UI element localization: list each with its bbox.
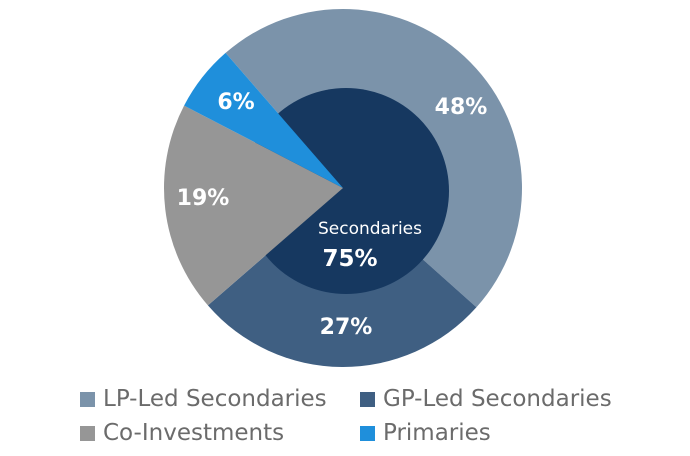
- legend-label: GP-Led Secondaries: [383, 386, 612, 412]
- legend-item-primaries: Primaries: [360, 420, 491, 446]
- legend-label: Co-Investments: [103, 420, 285, 446]
- data-label-0: 48%: [435, 95, 488, 120]
- pie-slice-2: [164, 105, 343, 306]
- legend-swatch: [80, 391, 95, 407]
- legend-item-lp: LP-Led Secondaries: [80, 386, 327, 412]
- pie-slice-3: [184, 52, 343, 189]
- legend-swatch: [360, 425, 375, 441]
- data-label-3: 6%: [217, 90, 254, 115]
- data-label-2: 19%: [177, 186, 230, 211]
- data-label-1: 27%: [320, 315, 373, 340]
- inner-label-name: Secondaries: [318, 219, 422, 239]
- legend-label: LP-Led Secondaries: [103, 386, 327, 412]
- legend-label: Primaries: [383, 420, 491, 446]
- legend-swatch: [360, 391, 375, 407]
- legend-item-gp: GP-Led Secondaries: [360, 386, 612, 412]
- inner-label-value: 75%: [322, 246, 377, 272]
- legend-swatch: [80, 425, 95, 441]
- legend-item-co: Co-Investments: [80, 420, 284, 446]
